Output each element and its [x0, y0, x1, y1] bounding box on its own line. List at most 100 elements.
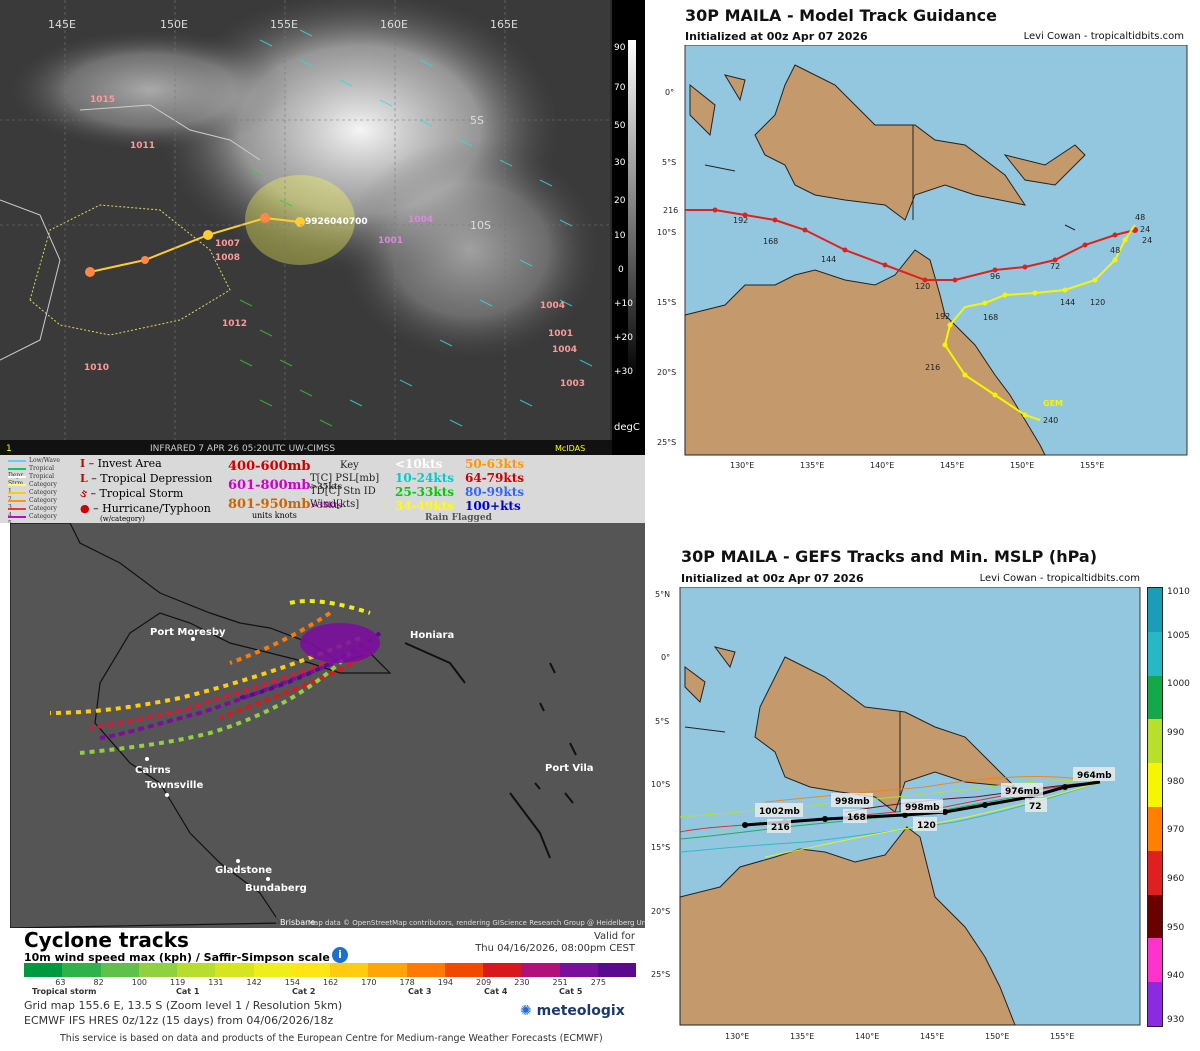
lon-label: 135°E	[800, 461, 824, 470]
legend-invest: I – Invest Area	[80, 457, 162, 470]
colorbar-label: 990	[1167, 728, 1185, 738]
station-label: 1007	[215, 239, 240, 249]
cyclone-tracks-title: Cyclone tracks	[24, 928, 189, 952]
wind-range: <10kts	[395, 457, 443, 471]
station-label: 1003	[560, 379, 585, 389]
colorbar-label: 950	[1167, 922, 1185, 933]
city-label: Bundaberg	[245, 883, 307, 894]
mb-range: 801-950mb>35kts	[228, 497, 343, 512]
scale-value: 251	[552, 978, 568, 987]
scale-swatch	[100, 963, 139, 977]
lon-label: 130°E	[725, 1032, 749, 1041]
colorbar-label: +10	[614, 299, 633, 309]
city-label: Port Moresby	[150, 627, 226, 638]
wind-range: 80-99kts	[465, 485, 524, 499]
hour-label: 168	[983, 313, 998, 322]
colorbar-label: +20	[614, 333, 633, 343]
hour-label: 24	[1140, 225, 1150, 234]
lat-label: 5°S	[655, 717, 669, 726]
lon-label: 155°E	[1080, 461, 1104, 470]
colorbar-swatch	[1148, 806, 1162, 851]
gefs-mean-track	[744, 780, 1101, 827]
scale-value: 178	[399, 978, 415, 987]
scale-swatch	[368, 963, 407, 977]
hour-label: 192	[733, 216, 748, 225]
track-init: Initialized at 00z Apr 07 2026	[685, 30, 868, 43]
ir-colorbar	[628, 40, 636, 380]
australia-landmass	[684, 249, 1046, 456]
mslp-colorbar	[1147, 587, 1163, 1027]
model-info: ECMWF IFS HRES 0z/12z (15 days) from 04/…	[24, 1014, 334, 1027]
station-label: 1001	[378, 236, 403, 246]
scale-value: 154	[284, 978, 301, 987]
scale-value: 142	[246, 978, 262, 987]
colorbar-swatch	[1148, 631, 1162, 676]
scale-value: 275	[590, 978, 607, 987]
station-label: 1011	[130, 141, 155, 151]
lon-label: 155°E	[1050, 1032, 1074, 1041]
lat-label: 10°S	[651, 780, 670, 789]
model-label: GEM	[1043, 399, 1063, 408]
track-title: 30P MAILA - Model Track Guidance	[685, 6, 997, 25]
lat-label: 10°S	[657, 228, 676, 237]
lon-label: 130°E	[730, 461, 754, 470]
wind-range: 50-63kts	[465, 457, 524, 471]
lat-label: 20°S	[657, 368, 676, 377]
station-label: 1001	[548, 329, 573, 339]
lat-label: 5S	[470, 114, 484, 127]
colorbar-swatch	[1148, 982, 1162, 1026]
colorbar-label: 70	[614, 83, 626, 93]
wind-range: 34-49kts	[395, 499, 454, 513]
scale-group: Cat 1	[176, 987, 200, 996]
lat-label: 15°S	[651, 843, 670, 852]
scale-swatch	[291, 963, 330, 977]
lat-label: 5°N	[655, 590, 670, 599]
lat-label: 15°S	[657, 298, 676, 307]
pressure-label: 998mb	[835, 797, 870, 807]
hour-label: 168	[847, 813, 866, 823]
lat-label: 20°S	[651, 907, 670, 916]
gefs-credit: Levi Cowan - tropicaltidbits.com	[979, 573, 1140, 584]
station-label: 1004	[540, 301, 565, 311]
scale-value: 162	[323, 978, 339, 987]
scale-value: 194	[437, 978, 454, 987]
pressure-label: 1002mb	[759, 807, 800, 817]
scale-swatch	[483, 963, 522, 977]
key-line: TD[C] Stn ID	[310, 486, 376, 497]
satellite-infrared-panel: 145E 150E 155E 160E 165E 5S 10S 1015 101…	[0, 0, 645, 455]
city-label: Townsville	[145, 780, 203, 791]
scale-swatch	[559, 963, 598, 977]
colorbar-swatch	[1148, 719, 1162, 764]
colorbar-label: 0	[618, 265, 624, 275]
info-icon[interactable]: i	[332, 947, 348, 963]
saffir-simpson-scale	[24, 963, 636, 977]
lat-label: 10S	[470, 219, 491, 232]
wind-speed-legend: <10kts 10-24kts 25-33kts 34-49kts 50-63k…	[395, 457, 645, 523]
lat-label: 5°S	[662, 158, 676, 167]
hour-label: 48	[1110, 246, 1120, 255]
wind-range: 10-24kts	[395, 471, 454, 485]
station-label: 1012	[222, 319, 247, 329]
colorbar-label: 940	[1167, 971, 1185, 982]
scale-group: Cat 2	[292, 987, 316, 996]
station-label: 1015	[90, 95, 115, 105]
scale-group: Cat 4	[484, 987, 508, 996]
key-units: units knots	[252, 511, 297, 520]
lon-label: 145°E	[920, 1032, 944, 1041]
colorbar-swatch	[1148, 894, 1162, 939]
hour-label: 120	[917, 821, 936, 831]
pressure-label: 976mb	[1005, 787, 1040, 797]
ecmwf-cyclone-tracks-panel: Port Moresby Honiara Cairns Townsville P…	[0, 523, 645, 1051]
station-label: 1010	[84, 363, 109, 373]
key-line: Wind[kts]	[310, 499, 360, 510]
satellite-map: 145E 150E 155E 160E 165E 5S 10S 1015 101…	[0, 0, 645, 455]
meteologix-logo: ✺ meteologix	[520, 1003, 625, 1019]
colorbar-label: +30	[614, 367, 633, 377]
lon-label: 135°E	[790, 1032, 814, 1041]
lon-label: 150E	[160, 18, 188, 31]
cyclone-tracks-subtitle: 10m wind speed max (kph) / Saffir-Simpso…	[24, 951, 330, 964]
key-line: T[C] PSL[mb]	[310, 473, 380, 484]
hour-label: 168	[763, 237, 778, 246]
hour-label: 72	[1050, 262, 1060, 271]
